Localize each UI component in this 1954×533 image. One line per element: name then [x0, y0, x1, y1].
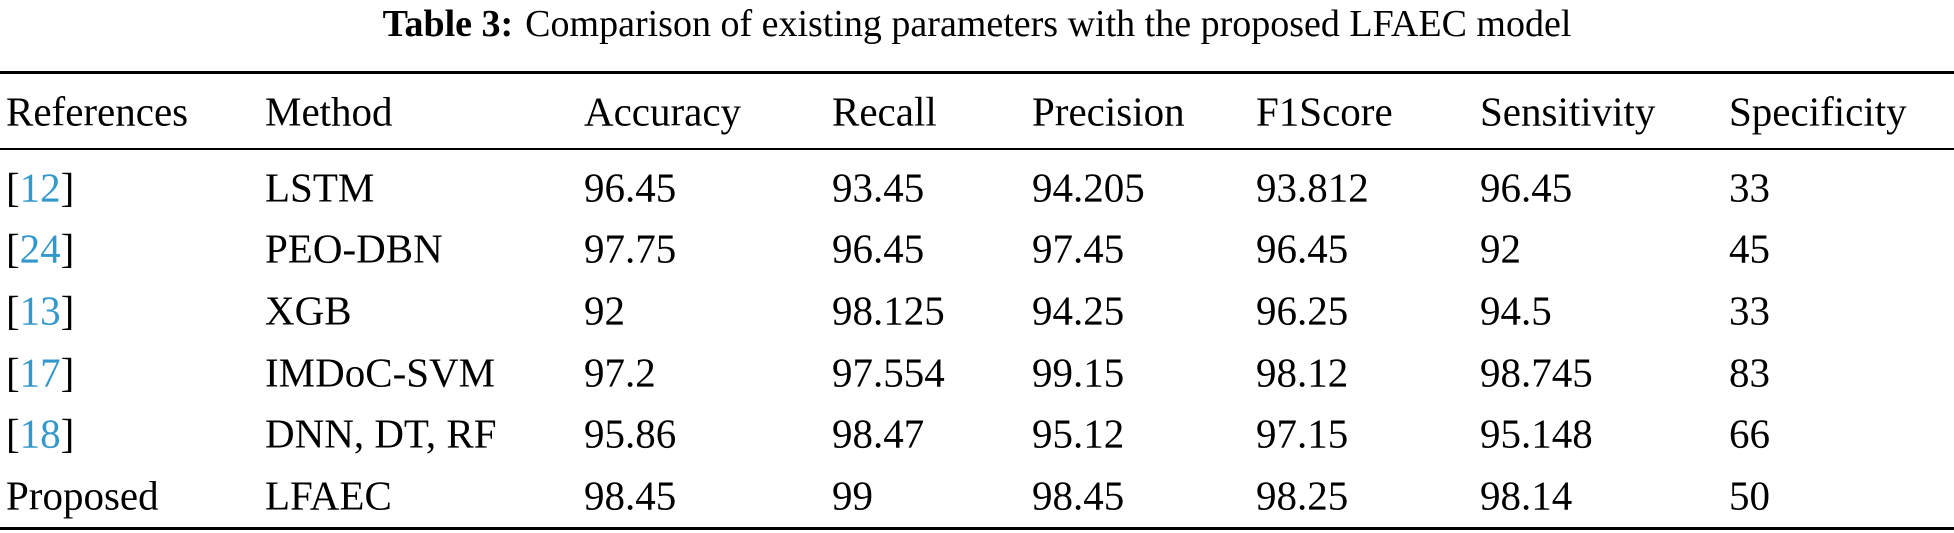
bracket: [ — [6, 164, 20, 211]
bottom-rule — [0, 527, 1954, 530]
header-cell: References — [6, 88, 189, 135]
table-cell: DNN, DT, RF — [265, 410, 497, 457]
table-cell: LSTM — [265, 164, 375, 211]
table-cell: 97.554 — [832, 349, 945, 396]
header-cell: Specificity — [1729, 88, 1907, 135]
table-cell: 98.125 — [832, 287, 945, 334]
table-cell: 98.45 — [584, 472, 677, 519]
table-cell: 94.25 — [1032, 287, 1125, 334]
bracket: [ — [6, 349, 20, 396]
table-cell: 98.14 — [1480, 472, 1573, 519]
header-cell: F1Score — [1256, 88, 1393, 135]
table-cell: 96.45 — [1480, 164, 1573, 211]
reference-link[interactable]: 13 — [19, 287, 61, 334]
reference-link[interactable]: 18 — [19, 410, 61, 457]
table-cell: 93.45 — [832, 164, 925, 211]
table-cell: 98.745 — [1480, 349, 1593, 396]
table-cell: 94.205 — [1032, 164, 1145, 211]
table-cell: 95.86 — [584, 410, 677, 457]
caption-text: Comparison of existing parameters with t… — [525, 3, 1572, 45]
table-cell: 92 — [584, 287, 625, 334]
reference-link[interactable]: 17 — [19, 349, 61, 396]
table-cell: 97.15 — [1256, 410, 1349, 457]
header-cell: Recall — [832, 88, 937, 135]
table-cell: 50 — [1729, 472, 1770, 519]
table-cell: 96.45 — [832, 225, 925, 272]
table-cell: PEO-DBN — [265, 225, 443, 272]
top-rule — [0, 71, 1954, 74]
table-cell: 33 — [1729, 164, 1770, 211]
table-cell: 98.12 — [1256, 349, 1349, 396]
bracket: ] — [60, 287, 75, 334]
bracket: ] — [60, 410, 75, 457]
table-cell: 95.148 — [1480, 410, 1593, 457]
reference-cell: [18] — [6, 410, 75, 457]
table-cell: 97.2 — [584, 349, 656, 396]
bracket: ] — [60, 225, 75, 272]
reference-cell: [24] — [6, 225, 75, 272]
reference-link[interactable]: 24 — [19, 225, 61, 272]
header-rule — [0, 148, 1954, 150]
table-cell: 98.47 — [832, 410, 925, 457]
bracket: ] — [60, 164, 75, 211]
table-cell: XGB — [265, 287, 352, 334]
reference-cell: [13] — [6, 287, 75, 334]
table-caption: Table 3: Comparison of existing parameter… — [0, 2, 1954, 46]
table-cell: 97.45 — [1032, 225, 1125, 272]
table-cell: 98.25 — [1256, 472, 1349, 519]
bracket: [ — [6, 410, 20, 457]
reference-cell: [17] — [6, 349, 75, 396]
table-cell: 93.812 — [1256, 164, 1369, 211]
table-cell: 96.25 — [1256, 287, 1349, 334]
table-cell: 98.45 — [1032, 472, 1125, 519]
bracket: [ — [6, 287, 20, 334]
header-cell: Sensitivity — [1480, 88, 1656, 135]
table-cell: 99.15 — [1032, 349, 1125, 396]
table-cell: 95.12 — [1032, 410, 1125, 457]
table-cell: 96.45 — [1256, 225, 1349, 272]
table-cell: 96.45 — [584, 164, 677, 211]
table-cell: 66 — [1729, 410, 1770, 457]
table-cell: 94.5 — [1480, 287, 1552, 334]
header-cell: Precision — [1032, 88, 1185, 135]
caption-label: Table 3: — [382, 3, 514, 45]
table-cell: IMDoC-SVM — [265, 349, 496, 396]
table-cell: 97.75 — [584, 225, 677, 272]
header-cell: Method — [265, 88, 393, 135]
table-cell: 45 — [1729, 225, 1770, 272]
reference-link[interactable]: 12 — [19, 164, 61, 211]
reference-cell: [12] — [6, 164, 75, 211]
header-cell: Accuracy — [584, 88, 742, 135]
table-cell: Proposed — [6, 472, 159, 519]
table-cell: 92 — [1480, 225, 1521, 272]
table-cell: LFAEC — [265, 472, 392, 519]
bracket: [ — [6, 225, 20, 272]
table-cell: 83 — [1729, 349, 1770, 396]
bracket: ] — [60, 349, 75, 396]
table-cell: 33 — [1729, 287, 1770, 334]
table-cell: 99 — [832, 472, 873, 519]
